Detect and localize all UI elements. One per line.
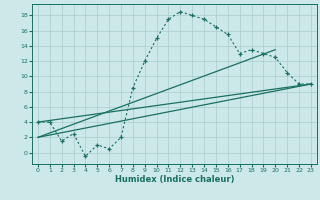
X-axis label: Humidex (Indice chaleur): Humidex (Indice chaleur): [115, 175, 234, 184]
